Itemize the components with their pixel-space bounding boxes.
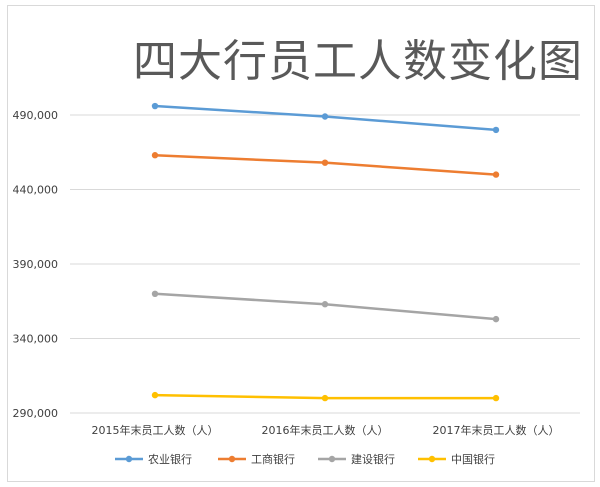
data-point bbox=[321, 113, 329, 120]
legend-swatch-marker bbox=[125, 455, 133, 463]
legend-label: 工商银行 bbox=[251, 452, 295, 466]
x-category-label: 2017年末员工人数（人） bbox=[433, 423, 560, 437]
x-category-label: 2015年末员工人数（人） bbox=[92, 423, 219, 437]
data-point bbox=[492, 394, 500, 402]
series-group bbox=[151, 290, 500, 323]
data-point bbox=[321, 159, 329, 166]
data-point bbox=[151, 290, 159, 297]
data-point bbox=[151, 391, 159, 399]
legend-item[interactable]: 中国银行 bbox=[418, 452, 495, 466]
data-point bbox=[492, 171, 500, 178]
legend-item[interactable]: 农业银行 bbox=[115, 452, 192, 466]
data-point bbox=[492, 126, 500, 134]
legend-label: 建设银行 bbox=[351, 452, 395, 466]
series-group bbox=[151, 152, 500, 178]
data-point bbox=[151, 152, 159, 159]
x-axis-categories: 2015年末员工人数（人） 2016年末员工人数（人） 2017年末员工人数（人） bbox=[92, 423, 560, 437]
data-point bbox=[321, 301, 329, 308]
data-point bbox=[151, 102, 159, 110]
legend-label: 农业银行 bbox=[148, 452, 192, 466]
data-point bbox=[492, 315, 500, 323]
y-tick-label: 440,000 bbox=[13, 184, 59, 197]
y-tick-label: 490,000 bbox=[13, 109, 59, 122]
y-tick-label: 290,000 bbox=[13, 407, 59, 420]
legend-swatch-marker bbox=[428, 455, 436, 463]
y-axis-ticks: 290,000 340,000 390,000 440,000 490,000 bbox=[13, 109, 59, 420]
data-point bbox=[321, 394, 329, 402]
legend-swatch-marker bbox=[228, 455, 236, 463]
series-group bbox=[151, 102, 500, 134]
legend-swatch-marker bbox=[328, 455, 336, 463]
legend: 农业银行 工商银行 建设银行 中国银行 bbox=[115, 452, 495, 466]
chart-frame bbox=[7, 5, 595, 482]
legend-item[interactable]: 建设银行 bbox=[318, 452, 395, 466]
x-category-label: 2016年末员工人数（人） bbox=[262, 423, 389, 437]
legend-label: 中国银行 bbox=[451, 452, 495, 466]
y-tick-label: 340,000 bbox=[13, 333, 59, 346]
legend-item[interactable]: 工商银行 bbox=[218, 452, 295, 466]
y-tick-label: 390,000 bbox=[13, 258, 59, 271]
series-group bbox=[151, 391, 500, 402]
chart-title: 四大行员工人数变化图 bbox=[133, 36, 583, 87]
series-lines bbox=[151, 102, 500, 402]
